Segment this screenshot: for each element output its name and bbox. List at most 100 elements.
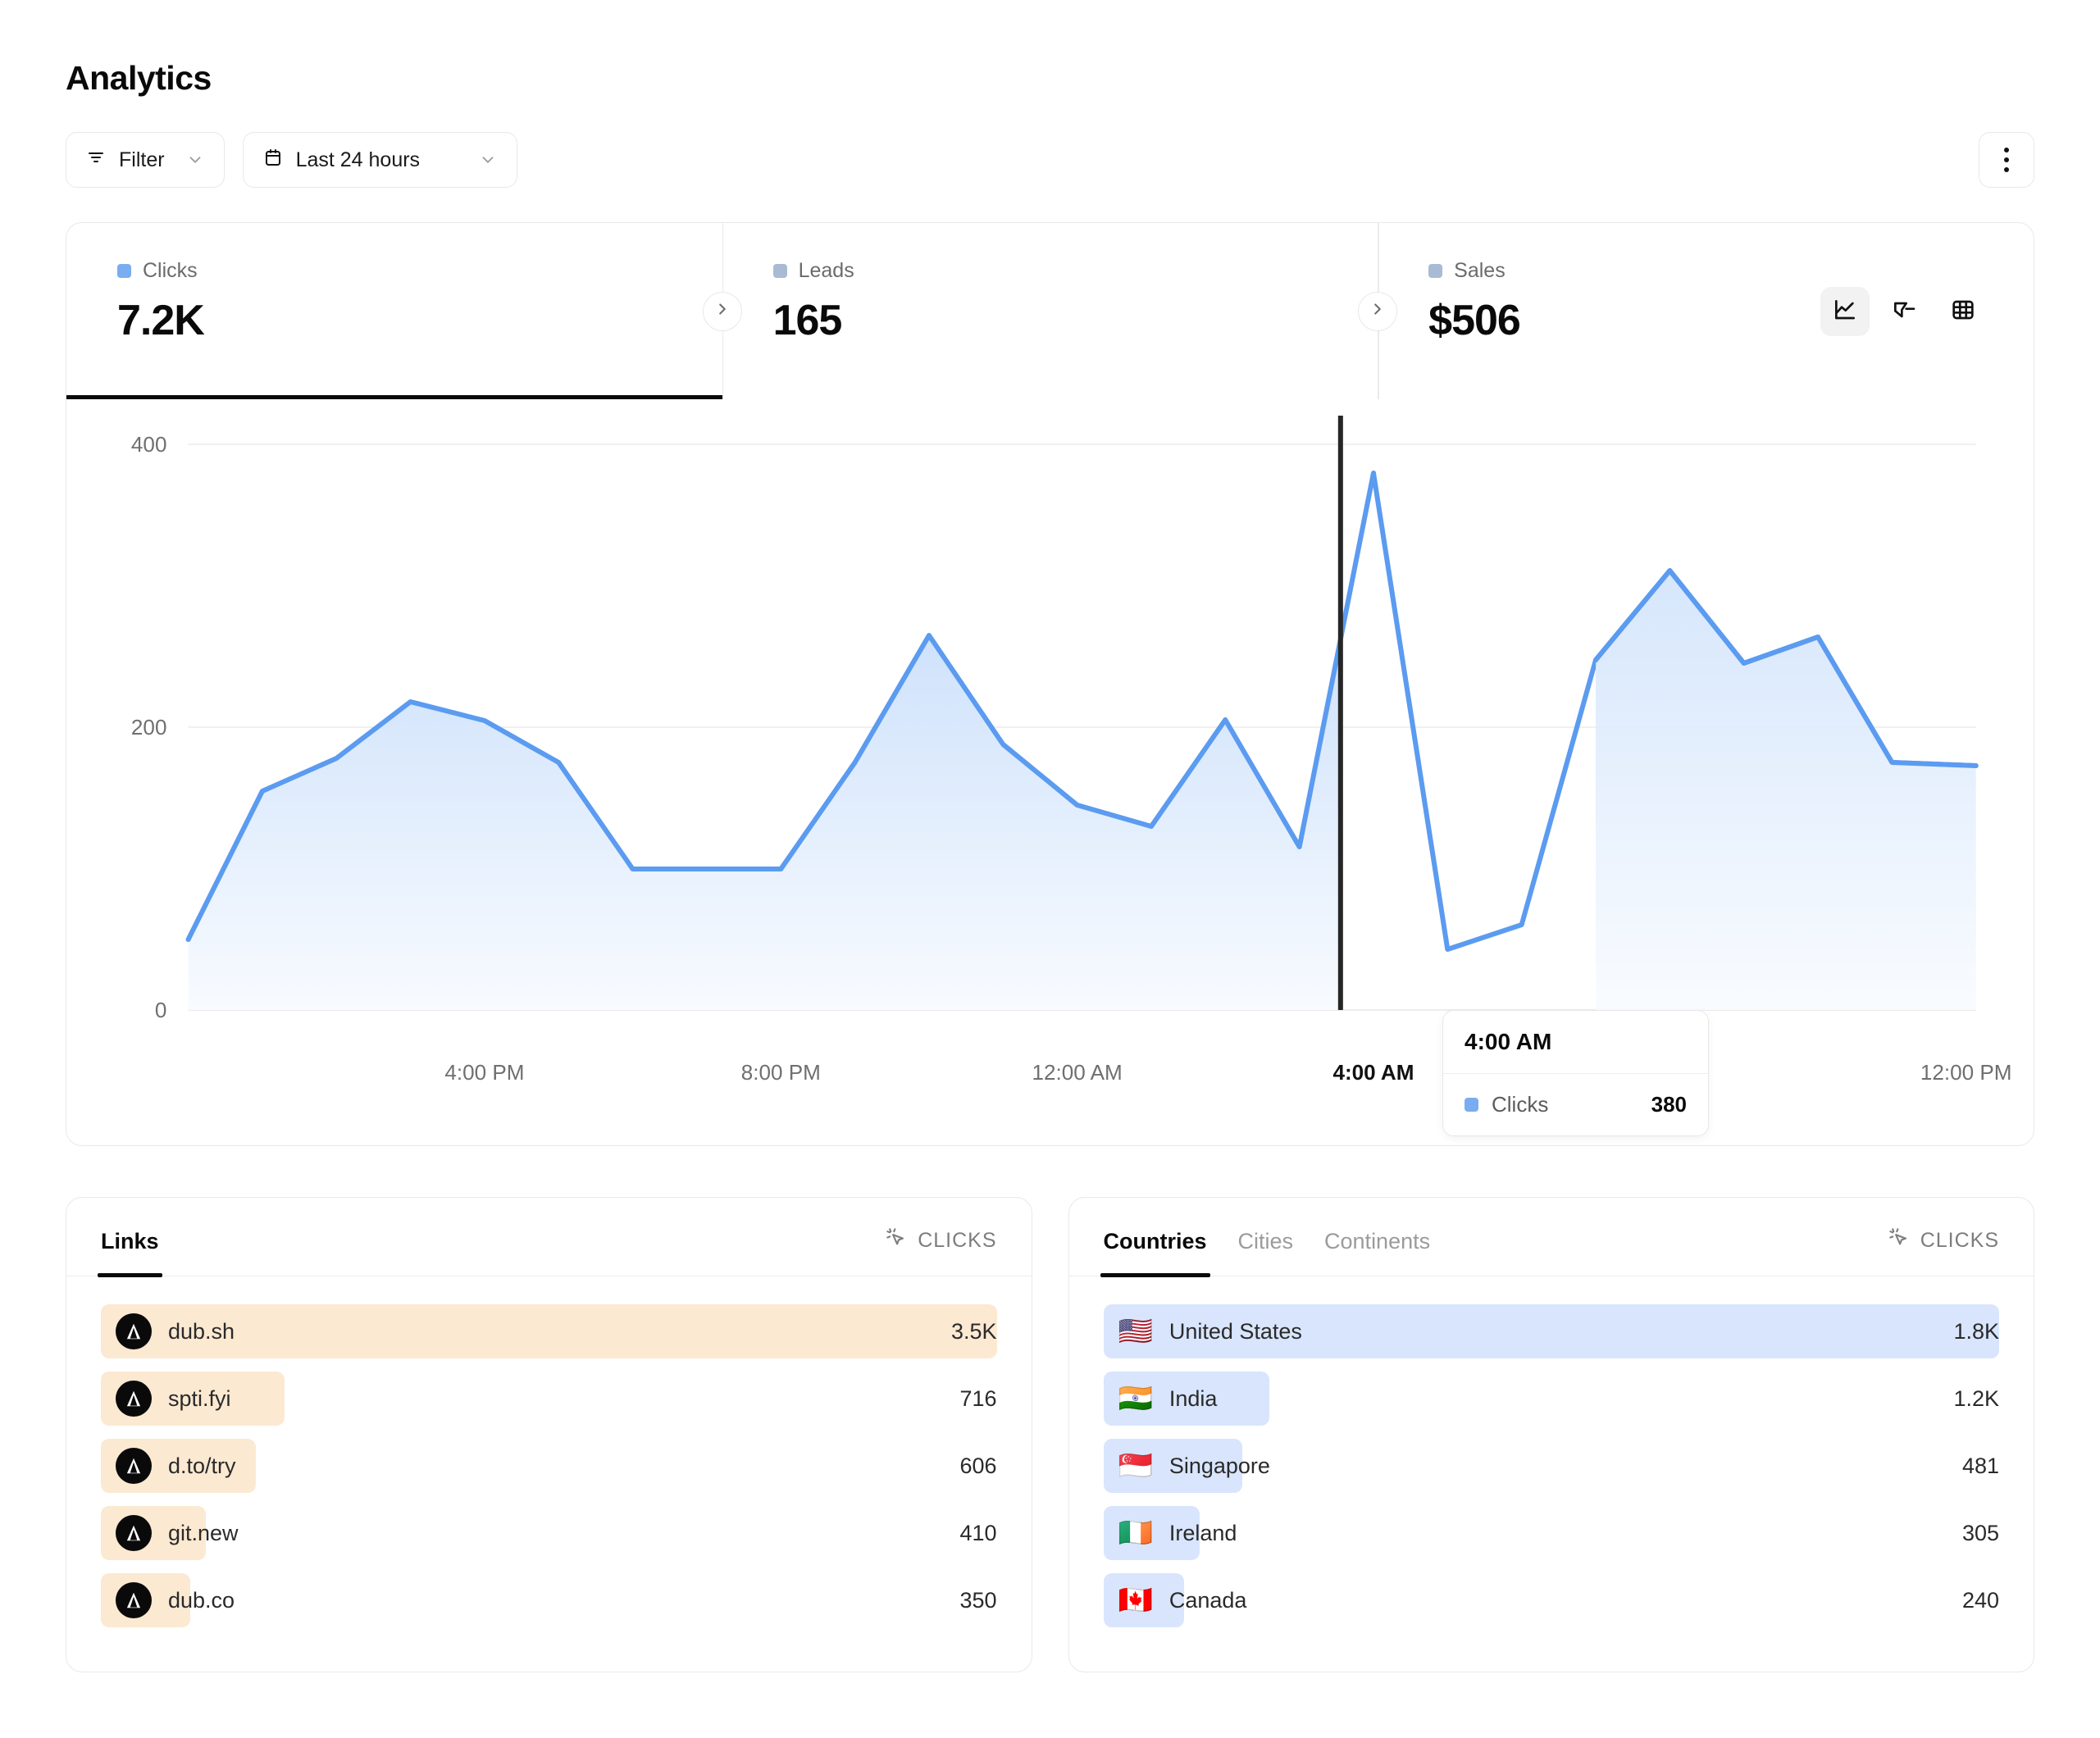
country-label: Ireland	[1168, 1520, 1237, 1545]
metric-value: $506	[1428, 297, 1521, 344]
locations-rows: 🇺🇸 United States 1.8K 🇮🇳 India 1.2K	[1069, 1276, 2034, 1655]
mouse-pointer-click-icon	[1888, 1226, 1910, 1254]
chart-plot-area[interactable]: 400 200 0 4:00 PM 8:00 PM 12:00 AM 4:00 …	[66, 399, 2034, 1145]
toolbar: Filter Last 24 hours	[66, 132, 2034, 188]
dub-logo-icon	[116, 1313, 152, 1349]
metric-card-leads[interactable]: Leads 165	[722, 223, 1378, 399]
tab-continents[interactable]: Continents	[1324, 1229, 1430, 1276]
chevron-down-icon	[186, 151, 204, 169]
calendar-icon	[263, 148, 283, 173]
metric-card-clicks[interactable]: Clicks 7.2K	[66, 223, 722, 399]
tooltip-series-row: Clicks 380	[1443, 1074, 1708, 1135]
list-item[interactable]: d.to/try 606	[101, 1439, 997, 1493]
x-axis-tick-labels: 4:00 PM 8:00 PM 12:00 AM 4:00 AM 8:00 AM…	[444, 1060, 2011, 1085]
tooltip-value: 380	[1651, 1092, 1687, 1117]
list-item[interactable]: git.new 410	[101, 1506, 997, 1560]
metric-next-leads-to-sales-button[interactable]	[1358, 291, 1398, 331]
links-metric-text: CLICKS	[918, 1228, 997, 1252]
link-label: dub.co	[168, 1587, 235, 1613]
date-range-label: Last 24 hours	[295, 148, 421, 171]
chevron-down-icon	[479, 151, 497, 169]
tooltip-series-name: Clicks	[1492, 1092, 1549, 1117]
tab-cities[interactable]: Cities	[1238, 1229, 1294, 1276]
table-grid-icon	[1950, 297, 1976, 325]
list-item[interactable]: 🇮🇳 India 1.2K	[1103, 1372, 1999, 1426]
dub-logo-icon	[116, 1515, 152, 1551]
list-item[interactable]: 🇸🇬 Singapore 481	[1103, 1439, 1999, 1493]
tab-countries[interactable]: Countries	[1100, 1229, 1210, 1277]
links-panel-header: Links CLICKS	[66, 1198, 1032, 1277]
clicks-area-right	[1595, 571, 1976, 1010]
more-options-button[interactable]	[1979, 132, 2034, 188]
svg-text:4:00 AM: 4:00 AM	[1332, 1060, 1414, 1085]
dub-logo-icon	[116, 1582, 152, 1618]
locations-panel: Countries Cities Continents CLICKS	[1068, 1197, 2034, 1672]
link-value: 410	[959, 1520, 997, 1545]
list-item[interactable]: 🇺🇸 United States 1.8K	[1103, 1304, 1999, 1358]
locations-tabs: Countries Cities Continents	[1100, 1198, 1430, 1277]
tooltip-color-swatch	[1465, 1098, 1478, 1112]
dub-logo-icon	[116, 1381, 152, 1417]
row-bar	[101, 1304, 997, 1358]
filter-button-label: Filter	[119, 148, 165, 171]
svg-text:4:00 PM: 4:00 PM	[444, 1060, 524, 1085]
clicks-line-right-overlay	[1592, 568, 1979, 768]
table-view-button[interactable]	[1938, 287, 1988, 336]
clicks-area-chart: 400 200 0 4:00 PM 8:00 PM 12:00 AM 4:00 …	[131, 416, 2012, 1085]
link-value: 350	[959, 1587, 997, 1613]
svg-text:400: 400	[131, 432, 167, 457]
clicks-color-swatch	[117, 264, 131, 278]
chevron-right-icon	[713, 300, 731, 322]
link-label: spti.fyi	[168, 1385, 231, 1411]
page-title: Analytics	[66, 59, 212, 97]
chart-view-toggle	[1820, 286, 1988, 336]
country-label: United States	[1168, 1318, 1302, 1344]
country-value: 1.2K	[1953, 1385, 1999, 1411]
metric-card-sales[interactable]: Sales $506	[1378, 223, 2034, 399]
row-bar	[1103, 1506, 1200, 1560]
country-value: 481	[1961, 1453, 1999, 1478]
list-item[interactable]: 🇮🇪 Ireland 305	[1103, 1506, 1999, 1560]
link-value: 606	[959, 1453, 997, 1478]
row-bar	[1103, 1573, 1184, 1627]
svg-text:200: 200	[131, 715, 167, 739]
link-label: d.to/try	[168, 1453, 236, 1478]
links-metric-label: CLICKS	[885, 1226, 996, 1276]
country-value: 240	[1961, 1587, 1999, 1613]
tab-links[interactable]: Links	[98, 1229, 162, 1277]
list-item[interactable]: dub.sh 3.5K	[101, 1304, 997, 1358]
flag-icon: 🇸🇬	[1118, 1450, 1153, 1481]
metric-label: Sales	[1454, 259, 1506, 282]
link-value: 3.5K	[950, 1318, 997, 1344]
flag-icon: 🇺🇸	[1118, 1316, 1153, 1347]
list-item[interactable]: dub.co 350	[101, 1573, 997, 1627]
mouse-pointer-click-icon	[885, 1226, 907, 1254]
dub-logo-icon	[116, 1448, 152, 1484]
chevron-right-icon	[1369, 300, 1387, 322]
flag-icon: 🇮🇳	[1118, 1383, 1153, 1414]
date-range-button[interactable]: Last 24 hours	[242, 132, 518, 188]
line-chart-icon	[1832, 297, 1858, 325]
links-rows: dub.sh 3.5K spti.fyi 716	[66, 1276, 1032, 1655]
locations-metric-text: CLICKS	[1920, 1228, 1999, 1252]
funnel-icon	[1891, 297, 1917, 325]
locations-panel-header: Countries Cities Continents CLICKS	[1068, 1198, 2034, 1277]
funnel-view-button[interactable]	[1879, 287, 1929, 336]
filter-button[interactable]: Filter	[66, 132, 225, 188]
list-item[interactable]: 🇨🇦 Canada 240	[1103, 1573, 1999, 1627]
analytics-chart-card: Clicks 7.2K Leads 165 Sales $506	[66, 222, 2034, 1146]
line-chart-view-button[interactable]	[1820, 286, 1870, 336]
chart-tooltip: 4:00 AM Clicks 380	[1442, 1010, 1709, 1136]
tooltip-time: 4:00 AM	[1443, 1011, 1708, 1074]
country-value: 305	[1961, 1520, 1999, 1545]
country-label: Canada	[1168, 1587, 1247, 1613]
list-item[interactable]: spti.fyi 716	[101, 1372, 997, 1426]
metric-next-clicks-to-leads-button[interactable]	[702, 291, 742, 331]
filter-icon	[86, 148, 106, 173]
metrics-row: Clicks 7.2K Leads 165 Sales $506	[66, 223, 2034, 399]
svg-text:12:00 PM: 12:00 PM	[1920, 1060, 2012, 1085]
links-panel: Links CLICKS	[66, 1197, 1032, 1672]
y-axis-tick-labels: 400 200 0	[131, 432, 167, 1022]
row-bar	[1103, 1372, 1269, 1426]
metric-value: 7.2K	[117, 297, 205, 344]
